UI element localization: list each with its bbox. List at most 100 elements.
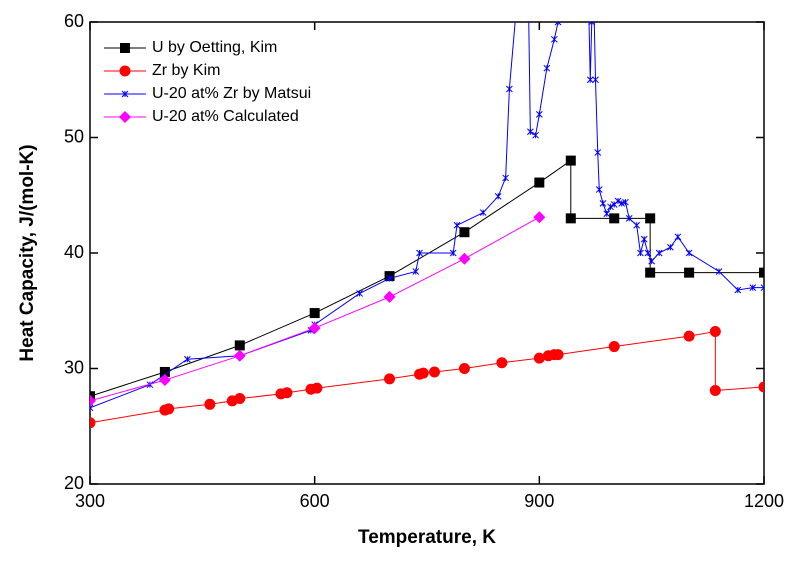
marker: [622, 198, 629, 206]
marker: [644, 249, 652, 257]
legend-label: Zr by Kim: [152, 62, 220, 79]
marker: [709, 326, 721, 338]
marker: [533, 211, 546, 224]
marker: [633, 221, 641, 229]
marker: [234, 393, 246, 405]
marker: [184, 355, 191, 363]
marker: [648, 257, 656, 265]
marker: [674, 233, 682, 241]
legend-label: U-20 at% Zr by Matsui: [152, 85, 311, 102]
x-axis-title: Temperature, K: [358, 527, 496, 548]
marker: [607, 203, 614, 211]
marker: [119, 111, 131, 123]
marker: [526, 128, 534, 136]
marker: [233, 349, 246, 362]
marker: [458, 252, 471, 265]
marker: [592, 76, 599, 84]
marker: [309, 308, 320, 319]
marker: [684, 267, 695, 278]
marker: [417, 367, 429, 379]
marker: [715, 268, 723, 275]
marker: [534, 177, 545, 188]
marker: [479, 209, 487, 216]
marker: [204, 398, 216, 410]
marker: [608, 341, 620, 353]
marker: [496, 357, 508, 369]
marker: [599, 199, 607, 207]
y-axis-title: Heat Capacity, J/(mol-K): [17, 144, 38, 361]
legend: U by Oetting, Kim Zr by Kim U-20 at% Zr by…: [104, 39, 311, 125]
marker: [734, 286, 742, 294]
marker: [90, 417, 96, 429]
y-tick-label: 20: [64, 473, 84, 493]
marker: [159, 366, 170, 377]
marker: [550, 35, 558, 43]
marker: [637, 249, 644, 257]
marker: [234, 340, 245, 351]
marker: [383, 290, 396, 303]
marker: [90, 394, 96, 407]
marker: [281, 387, 293, 399]
y-tick-label: 60: [64, 11, 84, 31]
marker: [565, 155, 576, 166]
x-tick-label: 1200: [744, 491, 784, 511]
marker: [428, 366, 440, 378]
marker: [163, 403, 175, 415]
marker: [533, 352, 545, 364]
marker: [449, 249, 457, 257]
x-tick-label: 600: [300, 491, 330, 511]
marker: [158, 374, 171, 387]
y-tick-label: 50: [64, 126, 84, 146]
marker: [453, 221, 461, 229]
legend-label: U-20 at% Calculated: [152, 108, 299, 125]
marker: [459, 227, 470, 238]
marker: [532, 131, 539, 139]
marker: [640, 235, 648, 243]
marker: [120, 43, 130, 53]
marker: [759, 267, 764, 278]
marker: [356, 290, 363, 297]
marker: [760, 284, 764, 292]
marker: [543, 64, 551, 72]
marker: [603, 210, 611, 218]
marker: [412, 268, 420, 275]
series-line: [90, 22, 764, 409]
marker: [119, 65, 131, 77]
marker: [552, 349, 564, 361]
marker: [749, 284, 757, 292]
marker: [121, 90, 129, 98]
marker: [90, 391, 95, 402]
marker: [614, 197, 622, 205]
marker: [311, 382, 323, 394]
marker: [502, 174, 509, 182]
marker: [685, 249, 693, 257]
marker: [535, 111, 543, 118]
marker: [90, 404, 94, 412]
x-tick-label: 900: [524, 491, 554, 511]
marker: [683, 330, 695, 342]
marker: [384, 373, 396, 385]
marker: [595, 186, 603, 193]
marker: [594, 149, 602, 156]
marker: [645, 213, 656, 224]
marker: [458, 363, 470, 374]
marker: [655, 249, 663, 257]
marker: [645, 267, 656, 278]
marker: [308, 322, 321, 335]
x-tick-label: 300: [75, 491, 105, 511]
legend-label: U by Oetting, Kim: [152, 39, 277, 56]
marker: [625, 214, 633, 222]
y-tick-label: 40: [64, 242, 84, 262]
marker: [554, 22, 562, 26]
marker: [386, 275, 393, 282]
marker: [565, 213, 576, 224]
marker: [758, 381, 764, 393]
marker: [609, 213, 620, 224]
marker: [506, 85, 513, 93]
marker: [667, 243, 674, 251]
marker: [586, 76, 594, 84]
series-line: [90, 330, 764, 424]
marker: [618, 199, 626, 207]
marker: [588, 22, 596, 26]
